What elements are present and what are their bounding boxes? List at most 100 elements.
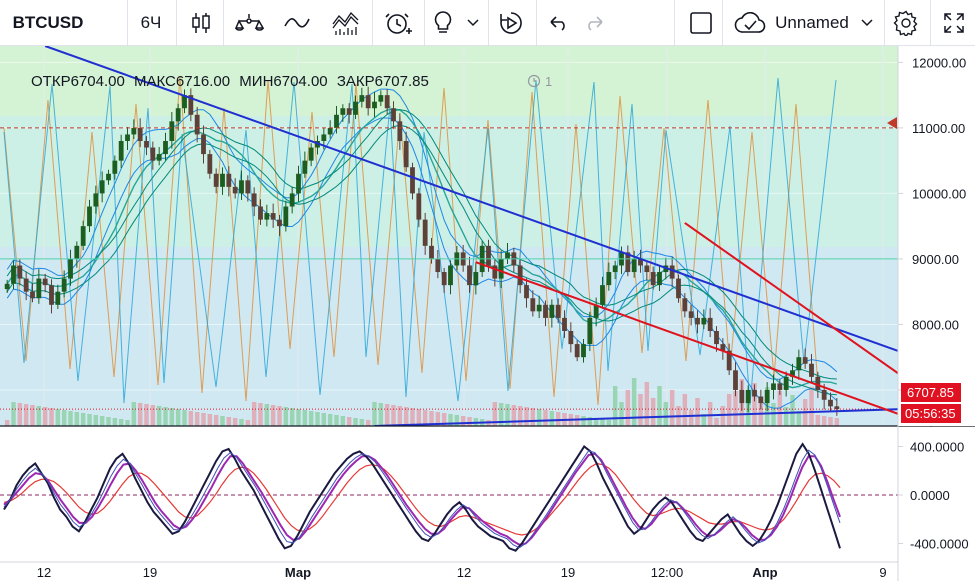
- trendline[interactable]: [475, 261, 933, 427]
- volume-bar: [593, 418, 599, 426]
- volume-bar: [460, 416, 466, 426]
- line-drawing-icon[interactable]: [278, 0, 316, 46]
- square-icon[interactable]: [684, 0, 718, 46]
- legend-close-value: 6707.85: [375, 73, 429, 90]
- candle-body: [758, 396, 764, 404]
- volume-bar: [245, 420, 251, 426]
- volume-bar: [283, 407, 289, 426]
- replay-icon[interactable]: [494, 0, 528, 46]
- layout-name[interactable]: Unnamed: [775, 13, 849, 32]
- candle-body: [150, 147, 156, 161]
- candle-body: [714, 331, 719, 345]
- volume-bar: [308, 411, 314, 426]
- volume-bar: [169, 408, 175, 426]
- candle-body: [112, 160, 118, 174]
- time-tick-label: Мар: [285, 565, 311, 580]
- candle-body: [42, 278, 48, 286]
- candle-body: [410, 167, 415, 194]
- legend-high-label: МАКС: [134, 73, 176, 90]
- volume-bar: [657, 386, 662, 426]
- candle-body: [752, 389, 757, 397]
- volume-bar: [828, 417, 833, 426]
- toolbar-divider: [674, 0, 675, 46]
- redo-icon[interactable]: [580, 0, 608, 46]
- legend-open-label: ОТКР: [31, 73, 71, 90]
- chevron-down-icon[interactable]: [464, 0, 482, 46]
- volume-bar: [99, 416, 105, 426]
- chart-area[interactable]: ОТКР6704.00 МАКС6716.00 МИН6704.00 ЗАКР6…: [0, 46, 975, 581]
- volume-bar: [758, 399, 764, 426]
- volume-bar: [321, 413, 327, 426]
- toolbar-divider: [536, 0, 537, 46]
- cloud-icon[interactable]: [733, 0, 767, 46]
- candle-body: [644, 265, 650, 273]
- candle-body: [695, 317, 700, 325]
- candle-body: [796, 357, 802, 371]
- candle-body: [201, 134, 206, 155]
- interval-select[interactable]: 6Ч: [140, 13, 162, 32]
- zigzag-line: [3, 77, 837, 406]
- candle-body: [764, 389, 770, 404]
- candle-body: [321, 134, 327, 141]
- volume-bar: [213, 415, 219, 426]
- horizontal-levels: [0, 127, 898, 410]
- volume-bar: [182, 410, 187, 426]
- volume-bar: [555, 412, 561, 426]
- time-axis[interactable]: 12 19 Мар 12 19 12:00 Апр 9: [0, 561, 898, 580]
- volume-bar: [23, 404, 29, 426]
- osc-tick-label: -400.0000: [910, 536, 969, 551]
- svg-text:ОТКР6704.00 МАКС6716.00: ОТКР6704.00 МАКС6716.00 МИН6704.00 ЗАКР6…: [31, 73, 429, 90]
- gear-icon[interactable]: [888, 0, 924, 46]
- volume-bar: [384, 404, 390, 426]
- patterns-icon[interactable]: [326, 0, 366, 46]
- oscillator-pane: [0, 425, 975, 562]
- candle-body: [726, 350, 732, 371]
- chevron-down-icon[interactable]: [858, 0, 876, 46]
- volume-bar: [714, 418, 719, 426]
- symbol-search[interactable]: BTCUSD: [12, 13, 84, 32]
- candle-body: [169, 121, 175, 141]
- candle-body: [4, 283, 10, 290]
- candle-body: [302, 160, 308, 174]
- candle-body: [733, 370, 738, 390]
- candle-body: [720, 344, 726, 351]
- candle-body: [549, 304, 555, 318]
- countdown-value: 05:56:35: [905, 406, 956, 421]
- moving-average-line: [6, 108, 837, 389]
- candle-body: [422, 219, 428, 246]
- candle-body: [739, 389, 745, 404]
- time-tick-label: Апр: [752, 565, 777, 580]
- volume-bar: [638, 394, 643, 426]
- candle-body: [701, 317, 707, 325]
- toolbar-divider: [223, 0, 224, 46]
- volume-bar: [581, 416, 586, 426]
- volume-bar: [448, 414, 453, 426]
- volume-bar: [790, 395, 795, 426]
- candle-body: [93, 193, 99, 207]
- candle-body: [378, 95, 384, 102]
- undo-icon[interactable]: [545, 0, 573, 46]
- candle-body: [530, 298, 536, 312]
- volume-bar: [74, 412, 80, 426]
- candle-body: [397, 121, 403, 141]
- price-axis[interactable]: 12000.0011000.0010000.009000.008000.0070…: [887, 46, 975, 581]
- candles-icon[interactable]: [184, 0, 218, 46]
- volume-bar: [511, 405, 517, 426]
- candle-body: [403, 141, 409, 168]
- fullscreen-icon[interactable]: [936, 0, 972, 46]
- volume-bar: [55, 409, 61, 426]
- toolbar-divider: [127, 0, 128, 46]
- volume-bar: [391, 405, 396, 426]
- candle-body: [144, 141, 149, 148]
- alert-clock-icon: [527, 74, 541, 88]
- idea-icon[interactable]: [428, 0, 458, 46]
- volume-bar: [239, 419, 244, 426]
- candle-body: [821, 389, 827, 400]
- volume-bar: [771, 403, 776, 426]
- candle-body: [631, 258, 637, 273]
- volume-bar: [410, 408, 415, 426]
- candle-body: [17, 265, 23, 279]
- alert-icon[interactable]: [378, 0, 418, 46]
- candle-body: [125, 134, 130, 141]
- indicators-icon[interactable]: [230, 0, 268, 46]
